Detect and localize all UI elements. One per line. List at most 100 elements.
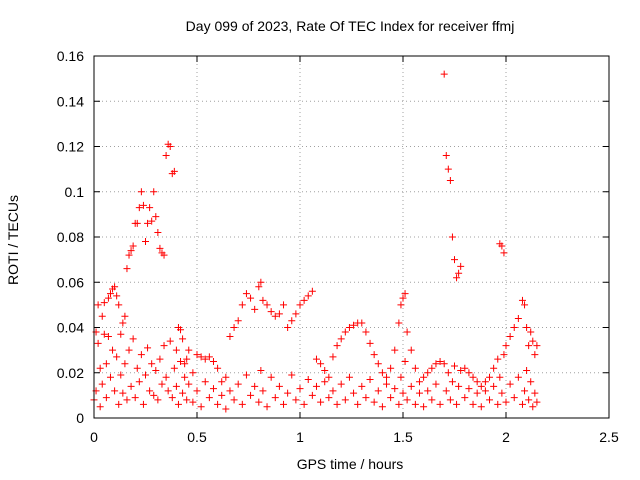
- data-point: [362, 328, 370, 336]
- data-point: [218, 391, 226, 399]
- data-point: [345, 373, 353, 381]
- data-point: [193, 351, 201, 359]
- data-point: [527, 328, 535, 336]
- data-point: [255, 283, 263, 291]
- data-point: [152, 366, 160, 374]
- data-point: [96, 364, 104, 372]
- data-point: [473, 389, 481, 397]
- data-point: [506, 333, 514, 341]
- data-point: [415, 378, 423, 386]
- data-point: [197, 403, 205, 411]
- data-point: [350, 389, 358, 397]
- data-point: [407, 382, 415, 390]
- data-point: [337, 380, 345, 388]
- data-point: [525, 342, 533, 350]
- data-point: [308, 287, 316, 295]
- data-point: [284, 324, 292, 331]
- data-point: [288, 371, 296, 379]
- axis-ticks: 0 0.5 1 1.5 2 2.5 0 0.02 0.04 0.06 0.08 0.1 0.12 0.14…: [57, 48, 619, 445]
- data-point: [527, 378, 535, 386]
- data-point: [469, 373, 477, 381]
- data-point: [106, 373, 114, 381]
- data-point: [529, 337, 537, 345]
- data-point: [374, 387, 382, 395]
- data-point: [181, 360, 189, 368]
- data-point: [154, 228, 162, 236]
- data-point: [115, 400, 123, 408]
- data-point: [510, 324, 518, 331]
- data-point: [428, 364, 436, 372]
- data-point: [370, 398, 378, 406]
- data-point: [259, 387, 267, 395]
- data-point: [104, 294, 112, 302]
- data-point: [177, 326, 185, 334]
- data-point: [312, 355, 320, 363]
- data-point: [457, 262, 465, 270]
- data-point: [514, 373, 522, 381]
- data-point: [362, 394, 370, 402]
- data-point: [133, 219, 141, 227]
- data-point: [453, 400, 461, 408]
- data-point: [424, 369, 432, 377]
- x-tick-label: 0.5: [187, 429, 207, 445]
- y-tick-label: 0.06: [57, 274, 84, 290]
- data-point: [156, 244, 164, 252]
- data-point: [477, 382, 485, 390]
- data-point: [152, 213, 160, 221]
- data-point: [420, 403, 428, 411]
- data-point: [496, 373, 504, 381]
- data-point: [174, 400, 182, 408]
- data-point: [486, 373, 494, 381]
- data-point: [121, 360, 129, 368]
- data-point: [142, 371, 149, 379]
- data-point: [189, 369, 197, 377]
- y-tick-label: 0.1: [65, 184, 85, 200]
- data-point: [521, 387, 529, 395]
- data-point: [514, 314, 522, 322]
- data-point: [148, 360, 156, 368]
- data-point: [403, 328, 411, 336]
- data-point: [125, 251, 133, 259]
- data-point: [162, 152, 170, 160]
- data-point: [238, 400, 246, 408]
- chart-title: Day 099 of 2023, Rate Of TEC Index for r…: [186, 18, 515, 34]
- data-point: [230, 396, 238, 404]
- data-point: [133, 364, 141, 372]
- data-point: [121, 312, 129, 320]
- data-point: [502, 398, 510, 406]
- data-point: [436, 400, 444, 408]
- data-point: [473, 378, 481, 386]
- data-point: [135, 378, 143, 386]
- data-point: [201, 378, 209, 386]
- data-point: [156, 355, 164, 363]
- data-point: [234, 380, 242, 388]
- data-point: [142, 238, 149, 246]
- x-axis-label: GPS time / hours: [297, 456, 404, 472]
- data-point: [131, 394, 139, 402]
- data-point: [94, 301, 102, 309]
- data-point: [135, 204, 143, 212]
- data-point: [455, 269, 463, 277]
- data-point: [179, 335, 187, 343]
- y-tick-label: 0.14: [57, 93, 84, 109]
- x-tick-label: 2: [502, 429, 510, 445]
- x-tick-label: 1: [296, 429, 304, 445]
- data-point: [144, 344, 152, 352]
- data-points: [90, 70, 541, 413]
- data-point: [177, 357, 185, 365]
- data-point: [358, 319, 366, 327]
- data-point: [179, 389, 187, 397]
- data-point: [94, 339, 102, 347]
- data-point: [280, 301, 288, 309]
- data-point: [378, 369, 386, 377]
- data-point: [407, 346, 415, 354]
- data-point: [304, 292, 312, 300]
- data-point: [494, 355, 502, 363]
- x-tick-label: 0: [90, 429, 98, 445]
- data-point: [469, 400, 477, 408]
- data-point: [395, 319, 403, 327]
- data-point: [117, 330, 125, 338]
- data-point: [226, 387, 234, 395]
- data-point: [146, 204, 154, 212]
- data-point: [267, 373, 275, 381]
